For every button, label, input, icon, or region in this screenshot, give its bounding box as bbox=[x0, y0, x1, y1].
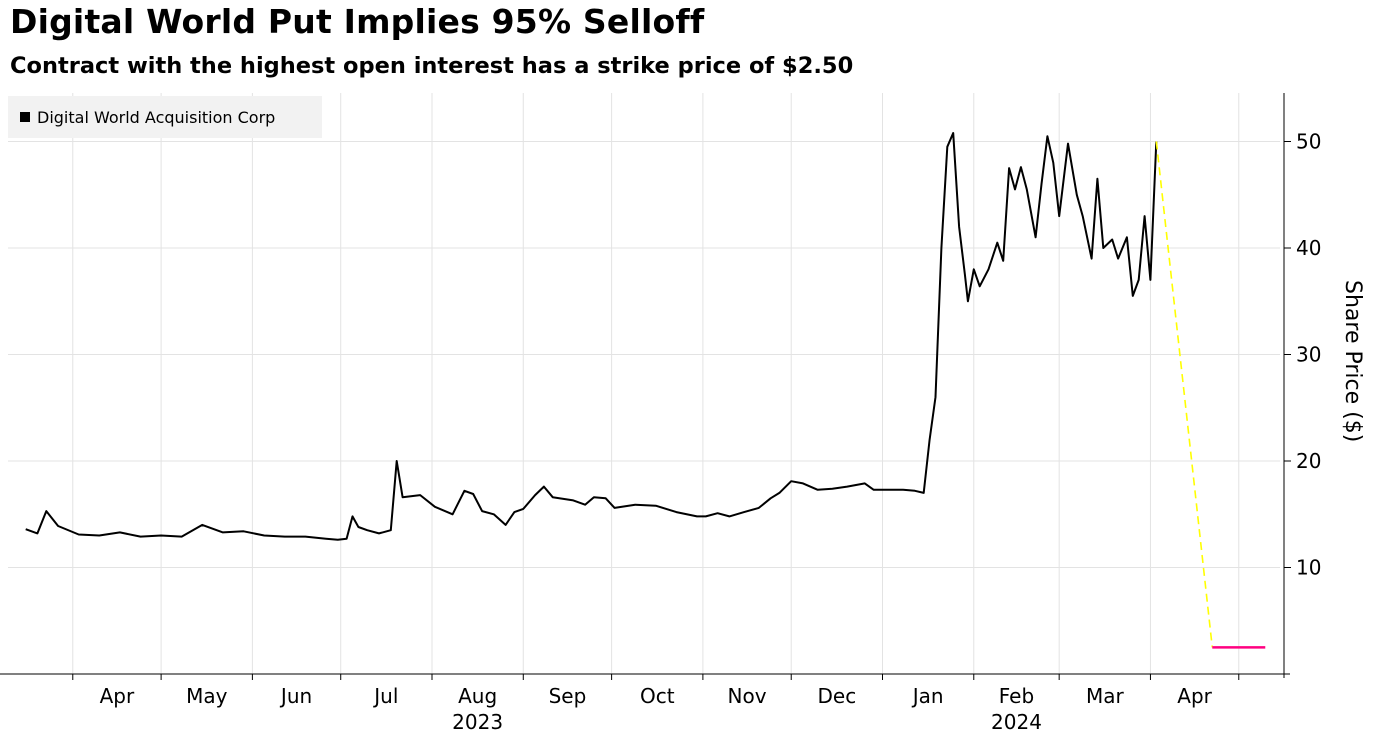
y-tick-label: 50 bbox=[1296, 130, 1321, 154]
x-tick-label: Feb bbox=[999, 684, 1034, 708]
x-tick-label: Jan bbox=[911, 684, 944, 708]
legend-label: Digital World Acquisition Corp bbox=[37, 108, 275, 127]
x-tick-label: Dec bbox=[818, 684, 857, 708]
axes: Apr May Jun Jul Aug Sep Oct Nov Dec Jan Feb Mar Apr 2… bbox=[0, 93, 1321, 734]
y-tick-label: 10 bbox=[1296, 556, 1321, 580]
x-tick-label: Jul bbox=[372, 684, 398, 708]
x-tick-label: May bbox=[186, 684, 228, 708]
x-tick-label: Apr bbox=[1177, 684, 1212, 708]
x-tick-label: Aug bbox=[458, 684, 497, 708]
x-tick-label: Jun bbox=[279, 684, 312, 708]
x-tick-label: Mar bbox=[1086, 684, 1125, 708]
y-tick-label: 40 bbox=[1296, 236, 1321, 260]
series-layer bbox=[25, 132, 1266, 649]
series-line bbox=[25, 132, 1158, 541]
x-year-label: 2024 bbox=[991, 710, 1042, 734]
x-tick-label: Oct bbox=[640, 684, 675, 708]
legend-box bbox=[8, 96, 322, 138]
x-tick-label: Apr bbox=[100, 684, 135, 708]
x-year-label: 2023 bbox=[452, 710, 503, 734]
projection-line bbox=[1155, 141, 1214, 648]
y-axis-label: Share Price ($) bbox=[1340, 280, 1365, 442]
x-tick-label: Nov bbox=[728, 684, 767, 708]
legend-swatch bbox=[20, 112, 30, 122]
legend: Digital World Acquisition Corp bbox=[8, 96, 322, 138]
y-tick-label: 30 bbox=[1296, 343, 1321, 367]
y-tick-label: 20 bbox=[1296, 449, 1321, 473]
chart-subtitle: Contract with the highest open interest … bbox=[10, 53, 854, 79]
chart-title: Digital World Put Implies 95% Selloff bbox=[10, 2, 705, 41]
x-tick-label: Sep bbox=[549, 684, 587, 708]
gridlines bbox=[8, 93, 1280, 674]
